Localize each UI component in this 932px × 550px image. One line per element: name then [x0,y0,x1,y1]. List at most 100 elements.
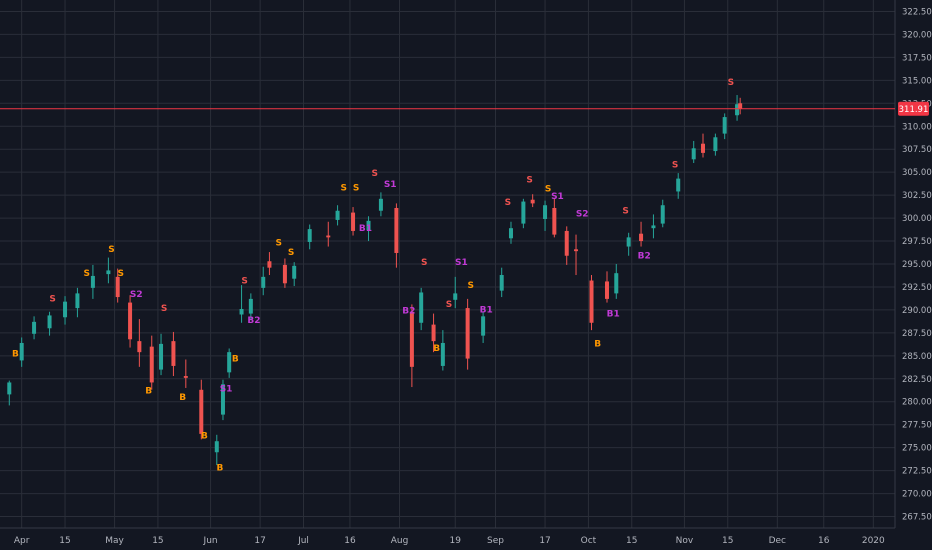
signal-marker: B2 [247,316,260,326]
candle-body [691,148,696,160]
y-tick-label: 297.50 [902,237,932,247]
candle-body [735,104,740,116]
candle-body [521,201,526,224]
candle-body [409,311,414,367]
y-tick-label: 275.00 [902,444,932,454]
signal-marker: S [118,269,124,279]
signal-marker: S1 [220,385,233,395]
candle-body [465,308,470,359]
candle-body [351,212,356,231]
candle-body [159,343,164,370]
candle-body [713,137,718,152]
last-price-badge [898,101,929,116]
signal-marker: B2 [402,307,415,317]
signal-marker: S [622,206,628,216]
signal-marker: S [353,184,359,194]
signal-marker: S [83,269,89,279]
candle-body [227,352,232,373]
y-tick-label: 300.00 [902,214,932,224]
y-tick-label: 277.50 [902,421,932,431]
candle-body [626,237,631,247]
signal-marker: B1 [607,309,620,319]
candle-body [481,316,486,336]
signal-marker: B [433,344,440,354]
x-tick-label: 15 [722,536,733,546]
signal-marker: B1 [359,224,372,234]
signal-marker: S [526,175,532,185]
x-tick-label: 15 [626,536,637,546]
y-tick-label: 295.00 [902,260,932,270]
signal-marker: B [201,431,208,441]
signal-marker: S [241,276,247,286]
signal-marker: B2 [638,251,651,261]
signal-marker: S2 [130,290,143,300]
candle-body [149,346,154,383]
candle-body [239,308,244,315]
x-tick-label: 16 [344,536,356,546]
signal-marker: B [12,350,19,360]
candle-body [394,207,399,253]
candle-body [220,384,225,415]
signal-marker: S [545,184,551,194]
signal-marker: S [371,169,377,179]
signal-marker: S2 [576,209,589,219]
y-tick-label: 320.00 [902,30,932,40]
candle-body [137,341,142,353]
y-tick-label: 282.50 [902,375,932,385]
signal-marker: B [179,393,186,403]
x-tick-label: Jul [297,536,309,546]
x-tick-label: 17 [539,536,550,546]
x-tick-label: Apr [14,536,30,546]
y-tick-label: 315.00 [902,76,932,86]
candle-body [106,270,111,275]
x-tick-label: Sep [487,536,504,546]
signal-marker: S1 [455,258,468,268]
signal-marker: S [288,248,294,258]
candle-body [90,275,95,288]
x-tick-label: May [105,536,124,546]
y-tick-label: 280.00 [902,398,932,408]
last-price-label: 311.91 [899,105,929,115]
candle-body [115,276,120,298]
candle-body [267,261,272,268]
signal-marker: B [232,354,239,364]
y-tick-label: 272.50 [902,467,932,477]
candle-body [171,341,176,366]
candle-body [248,298,253,314]
y-tick-label: 270.00 [902,490,932,500]
candle-body [440,342,445,366]
y-tick-label: 290.00 [902,306,932,316]
x-tick-label: Nov [676,536,694,546]
y-tick-label: 287.50 [902,329,932,339]
candle-body [614,273,619,294]
candle-body [47,315,52,329]
y-tick-label: 322.50 [902,7,932,17]
y-tick-label: 267.50 [902,513,932,523]
candle-body [660,205,665,224]
candle-body [530,199,535,204]
signal-marker: S1 [551,192,564,202]
candle-body [326,235,331,238]
candle-body [307,229,312,242]
candle-body [431,324,436,342]
signal-marker: S [275,239,281,249]
candle-body [32,321,37,334]
signal-marker: S [341,184,347,194]
signal-marker: B1 [480,306,493,316]
signal-marker: B [594,340,601,350]
x-tick-label: 19 [450,536,462,546]
candle-body [7,382,12,395]
candle-body [700,143,705,153]
candle-body [75,293,80,309]
candle-body [63,301,68,318]
x-tick-label: Jun [203,536,218,546]
signal-marker: B [145,386,152,396]
signal-marker: S [672,161,678,171]
candle-body [508,228,513,239]
x-tick-label: Dec [769,536,786,546]
x-tick-label: 15 [59,536,70,546]
candle-body [589,280,594,323]
